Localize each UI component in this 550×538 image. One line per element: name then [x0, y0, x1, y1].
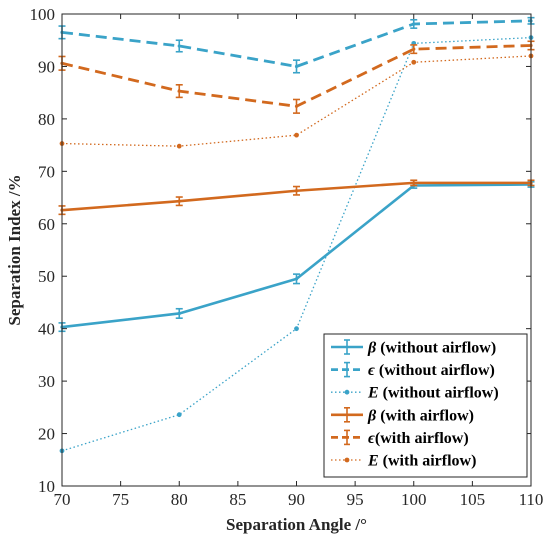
legend-item: E (without airflow) [331, 385, 499, 402]
data-point [412, 181, 416, 185]
legend-text: (with airflow) [379, 453, 477, 470]
y-tick-label: 60 [38, 215, 55, 234]
y-tick-label: 90 [38, 57, 55, 76]
data-point [177, 89, 181, 93]
x-tick-label: 90 [288, 490, 305, 509]
x-tick-label: 105 [460, 490, 486, 509]
data-point [411, 59, 417, 65]
data-point [177, 44, 181, 48]
y-tick-label: 20 [38, 425, 55, 444]
legend-label: ϵ(with airflow) [368, 430, 469, 447]
legend-item: ϵ (without airflow) [331, 361, 495, 379]
legend-text: (with airflow) [375, 430, 469, 447]
legend-label: β (without airflow) [367, 340, 496, 357]
data-point [176, 143, 182, 149]
ticks-layer: 70 75 80 85 90 95 100 105 110 10 20 30 40 50 60 70 80 90 1… [30, 5, 544, 509]
data-point [294, 64, 299, 69]
data-point [294, 132, 299, 138]
x-tick-label: 80 [171, 490, 188, 509]
series-4 [58, 179, 535, 216]
data-point [294, 326, 299, 332]
data-point [294, 189, 299, 193]
y-tick-label: 10 [38, 477, 55, 496]
series-line [61, 55, 532, 147]
legend-label: E (without airflow) [367, 385, 499, 402]
x-tick-label: 70 [54, 490, 71, 509]
legend-item: β (with airflow) [331, 406, 474, 424]
legend-text: (without airflow) [375, 362, 495, 379]
legend-symbol: ϵ [368, 430, 375, 447]
y-tick-label: 40 [38, 320, 55, 339]
data-point [177, 199, 181, 203]
data-point [294, 277, 299, 281]
legend-text: (with airflow) [376, 407, 474, 424]
x-tick-label: 100 [401, 490, 427, 509]
y-tick-label: 80 [38, 110, 55, 129]
x-axis-label: Separation Angle /° [226, 515, 367, 534]
x-tick-label: 110 [519, 490, 544, 509]
data-point [412, 22, 416, 26]
legend-item: β (without airflow) [331, 339, 496, 357]
legend-symbol: ϵ [368, 362, 375, 379]
legend-item: ϵ(with airflow) [331, 429, 469, 447]
y-tick-label: 50 [38, 267, 55, 286]
y-tick-label: 30 [38, 372, 55, 391]
x-tick-label: 75 [112, 490, 129, 509]
legend-symbol: E [367, 453, 379, 470]
legend-label: β (with airflow) [367, 407, 474, 424]
x-tick-label: 95 [347, 490, 364, 509]
data-point [177, 311, 181, 316]
y-tick-label: 70 [38, 162, 55, 181]
legend-text: (without airflow) [379, 385, 499, 402]
legend-box [323, 333, 528, 478]
legend-symbol: E [367, 385, 379, 402]
legend-symbol: β [367, 340, 377, 357]
y-tick-label: 100 [30, 5, 56, 24]
legend-label: E (with airflow) [367, 453, 476, 470]
data-point [294, 104, 299, 108]
series-line [61, 19, 532, 68]
data-point [176, 412, 182, 418]
legend-label: ϵ (without airflow) [368, 362, 495, 379]
data-point [412, 47, 416, 51]
legend-item: E (with airflow) [331, 453, 476, 470]
legend-text: (without airflow) [376, 340, 496, 357]
legend-symbol: β [367, 407, 377, 424]
y-axis-label: Separation Index /% [5, 174, 24, 325]
legend: β (without airflow)ϵ (without airflow)E … [323, 333, 528, 478]
x-tick-label: 85 [229, 490, 246, 509]
